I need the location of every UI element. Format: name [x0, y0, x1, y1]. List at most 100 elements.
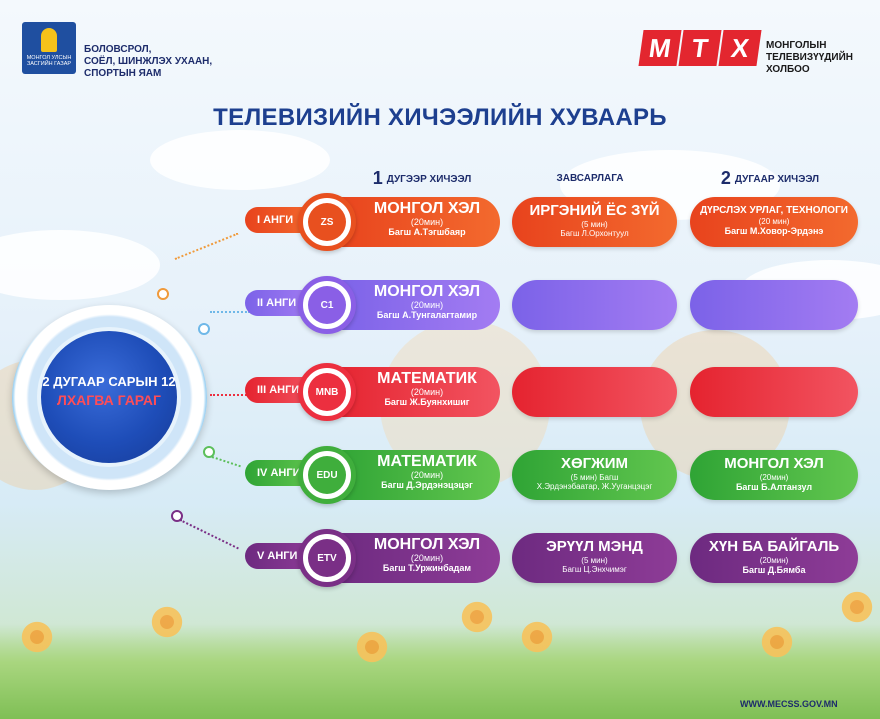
date-text: 2 ДУГААР САРЫН 12: [42, 374, 176, 389]
lesson1-duration: (20мин): [410, 553, 444, 563]
association-line: МОНГОЛЫН: [766, 40, 827, 51]
logo-letter: M: [638, 30, 682, 66]
channel-logo: MNB: [298, 363, 356, 421]
lesson1-teacher: Багш Д.Эрдэнэцэцэг: [381, 480, 473, 490]
lesson2-duration: (20 мин): [758, 217, 790, 226]
lesson-label: ДУГЭЭР ХИЧЭЭЛ: [386, 174, 472, 185]
lesson1-subject: МАТЕМАТИК: [377, 453, 477, 470]
lesson2-cell[interactable]: ХҮН БА БАЙГАЛЬ (20мин) Багш Д.Бямба: [690, 533, 858, 583]
website-url[interactable]: WWW.MECSS.GOV.MN: [740, 699, 838, 709]
break-cell[interactable]: ХӨГЖИМ (5 мин) Багш Х.Эрдэнэбаатар, Ж.Ууга…: [512, 450, 677, 500]
connector-dots: [210, 394, 250, 396]
break-cell[interactable]: [512, 367, 677, 417]
channel-logo: ZS: [298, 193, 356, 251]
lesson2-duration: (20мин): [759, 473, 789, 482]
channel-logo: ETV: [298, 529, 356, 587]
lesson2-teacher: Багш Б.Алтанзул: [735, 482, 813, 492]
lesson1-subject: МОНГОЛ ХЭЛ: [373, 283, 481, 300]
lesson1-cell[interactable]: МАТЕМАТИК (20мин) Багш Д.Эрдэнэцэцэг: [362, 450, 492, 500]
channel-logo-icon: MNB: [308, 373, 346, 411]
association-line: ХОЛБОО: [766, 64, 810, 75]
government-emblem: МОНГОЛ УЛСЫН ЗАСГИЙН ГАЗАР: [22, 22, 76, 74]
date-badge: [37, 327, 181, 467]
lesson1-background: [330, 280, 500, 330]
channel-logo: C1: [298, 276, 356, 334]
lesson1-subject: МОНГОЛ ХЭЛ: [373, 200, 481, 217]
lesson1-duration: (20мин): [410, 470, 444, 480]
lesson1-subject: МАТЕМАТИК: [377, 370, 477, 387]
lesson-number: 1: [372, 168, 383, 188]
flower-decoration: [355, 630, 389, 664]
lesson1-background: [330, 197, 500, 247]
lesson1-teacher: Багш А.Тэгшбаяр: [388, 227, 466, 237]
connector-node: [203, 446, 215, 458]
channel-logo: EDU: [298, 446, 356, 504]
lesson-number: 2: [720, 168, 731, 188]
tv-association-name: МОНГОЛЫН ТЕЛЕВИЗҮҮДИЙН ХОЛБОО: [766, 40, 876, 76]
lesson2-subject: ДҮРСЛЭХ УРЛАГ, ТЕХНОЛОГИ: [700, 205, 848, 216]
lesson1-teacher: Багш А.Тунгалагтамир: [376, 310, 478, 320]
lesson2-subject: МОНГОЛ ХЭЛ: [724, 455, 824, 472]
connector-node: [171, 510, 183, 522]
ministry-line: СПОРТЫН ЯАМ: [84, 68, 162, 79]
association-line: ТЕЛЕВИЗҮҮДИЙН: [766, 52, 853, 63]
column-header-lesson1: 1 ДУГЭЭР ХИЧЭЭЛ: [362, 168, 482, 189]
lesson2-duration: (20мин): [759, 556, 789, 565]
lesson2-cell[interactable]: МОНГОЛ ХЭЛ (20мин) Багш Б.Алтанзул: [690, 450, 858, 500]
lesson-label: ДУГААР ХИЧЭЭЛ: [734, 174, 820, 185]
break-cell[interactable]: [512, 280, 677, 330]
flower-decoration: [150, 605, 184, 639]
break-duration: (5 мин): [581, 556, 608, 565]
lesson1-subject: МОНГОЛ ХЭЛ: [373, 536, 481, 553]
logo-letter: X: [718, 30, 762, 66]
break-cell[interactable]: ЭРҮҮЛ МЭНД (5 мин) Багш Ц.Энхчимэг: [512, 533, 677, 583]
break-duration: (5 мин): [581, 220, 608, 229]
lesson2-cell[interactable]: [690, 367, 858, 417]
lesson2-subject: ХҮН БА БАЙГАЛЬ: [708, 538, 840, 555]
mtx-logo: M T X: [638, 30, 762, 66]
flower-decoration: [20, 620, 54, 654]
column-header-break: ЗАВСАРЛАГА: [556, 173, 624, 184]
lesson1-cell[interactable]: МОНГОЛ ХЭЛ (20мин) Багш А.Тэгшбаяр: [362, 197, 492, 247]
lesson1-background: [330, 450, 500, 500]
lesson1-teacher: Багш Т.Уржинбадам: [382, 563, 472, 573]
lesson1-background: [330, 533, 500, 583]
weekday-text: ЛХАГВА ГАРАГ: [57, 392, 161, 408]
break-cell[interactable]: ИРГЭНИЙ ЁС ЗҮЙ (5 мин) Багш Л.Орхонтуул: [512, 197, 677, 247]
cloud-decoration: [0, 230, 160, 300]
lesson1-duration: (20мин): [410, 217, 444, 227]
channel-logo-icon: C1: [308, 286, 346, 324]
connector-dots: [174, 232, 239, 260]
connector-node: [198, 323, 210, 335]
break-subject: ИРГЭНИЙ ЁС ЗҮЙ: [529, 202, 660, 219]
lesson1-duration: (20мин): [410, 387, 444, 397]
lesson1-duration: (20мин): [410, 300, 444, 310]
lesson2-cell[interactable]: ДҮРСЛЭХ УРЛАГ, ТЕХНОЛОГИ (20 мин) Багш М.Х…: [690, 197, 858, 247]
flower-decoration: [840, 590, 874, 624]
connector-node: [157, 288, 169, 300]
break-subject: ЭРҮҮЛ МЭНД: [546, 538, 643, 555]
break-teacher: Багш Л.Орхонтуул: [560, 229, 629, 238]
channel-logo-icon: ETV: [308, 539, 346, 577]
cloud-decoration: [150, 130, 330, 190]
lesson2-teacher: Багш Д.Бямба: [742, 565, 806, 575]
break-duration: (5 мин) Багш: [570, 473, 619, 482]
lesson1-cell[interactable]: МОНГОЛ ХЭЛ (20мин) Багш А.Тунгалагтамир: [362, 280, 492, 330]
flower-decoration: [760, 625, 794, 659]
soyombo-icon: [41, 28, 57, 52]
lesson2-cell[interactable]: [690, 280, 858, 330]
lesson1-background: [330, 367, 500, 417]
channel-logo-icon: EDU: [308, 456, 346, 494]
break-subject: ХӨГЖИМ: [560, 455, 628, 472]
lesson1-cell[interactable]: МОНГОЛ ХЭЛ (20мин) Багш Т.Уржинбадам: [362, 533, 492, 583]
lesson2-teacher: Багш М.Ховор-Эрдэнэ: [724, 226, 824, 236]
flower-decoration: [460, 600, 494, 634]
lesson1-cell[interactable]: МАТЕМАТИК (20мин) Багш Ж.Буянхишиг: [362, 367, 492, 417]
flower-decoration: [520, 620, 554, 654]
logo-letter: T: [678, 30, 722, 66]
ministry-line: СОЁЛ, ШИНЖЛЭХ УХААН,: [84, 56, 213, 67]
connector-dots: [211, 456, 241, 468]
lesson1-teacher: Багш Ж.Буянхишиг: [384, 397, 470, 407]
break-teacher: Багш Ц.Энхчимэг: [562, 565, 627, 574]
